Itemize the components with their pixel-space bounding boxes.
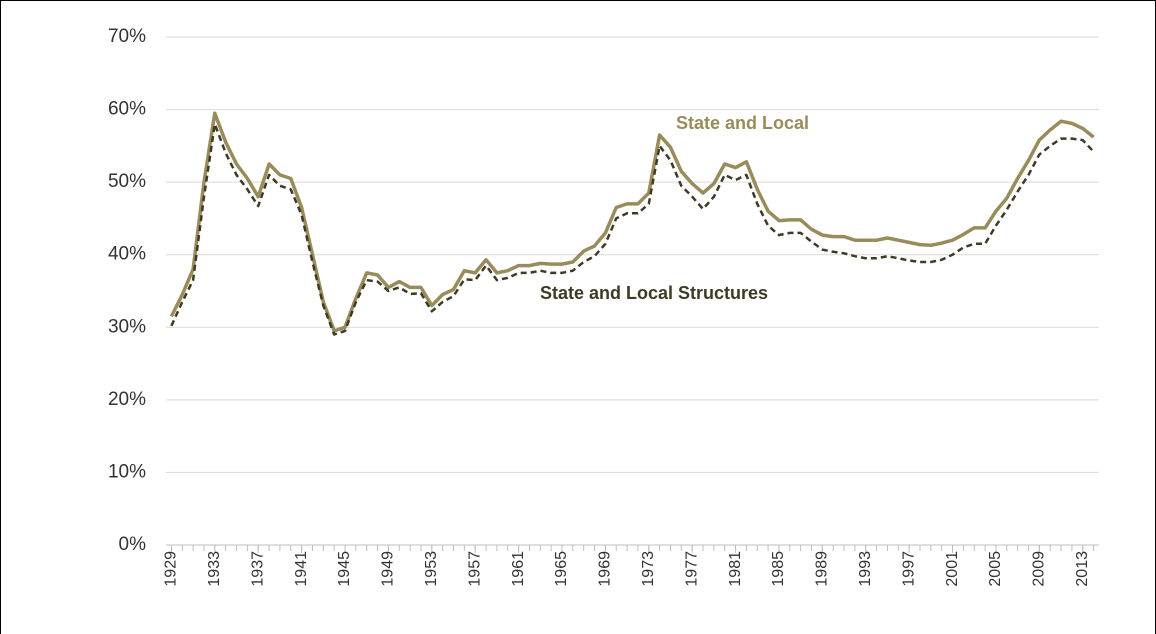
- x-tick-label: 1993: [857, 551, 874, 587]
- x-tick-label: 1941: [293, 551, 310, 587]
- x-tick-label: 2013: [1074, 551, 1091, 587]
- series-label: State and Local: [676, 113, 809, 133]
- y-tick-label: 30%: [108, 316, 146, 337]
- x-tick-label: 1973: [640, 551, 657, 587]
- x-tick-label: 1929: [163, 551, 180, 587]
- x-tick-label: 1949: [380, 551, 397, 587]
- y-tick-label: 0%: [119, 534, 147, 555]
- x-tick-label: 1933: [206, 551, 223, 587]
- x-tick-label: 1953: [423, 551, 440, 587]
- y-tick-label: 40%: [108, 244, 146, 265]
- series-label: State and Local Structures: [540, 283, 768, 303]
- y-tick-label: 10%: [108, 461, 146, 482]
- y-tick-label: 20%: [108, 389, 146, 410]
- series-line: [170, 122, 1095, 336]
- series-line: [169, 111, 1095, 333]
- x-tick-label: 2001: [944, 551, 961, 587]
- x-tick-label: 1989: [814, 551, 831, 587]
- x-tick-label: 2005: [987, 551, 1004, 587]
- x-tick-label: 1957: [466, 551, 483, 587]
- x-tick-label: 1997: [900, 551, 917, 587]
- x-tick-label: 1937: [249, 551, 266, 587]
- x-tick-label: 1977: [683, 551, 700, 587]
- y-tick-label: 50%: [108, 171, 146, 192]
- y-tick-label: 60%: [108, 99, 146, 120]
- x-tick-label: 1981: [727, 551, 744, 587]
- x-tick-label: 1969: [597, 551, 614, 587]
- x-tick-label: 1985: [770, 551, 787, 587]
- y-tick-label: 70%: [108, 26, 146, 47]
- x-tick-label: 1961: [510, 551, 527, 587]
- x-tick-label: 1965: [553, 551, 570, 587]
- x-tick-label: 2009: [1031, 551, 1048, 587]
- x-tick-label: 1945: [336, 551, 353, 587]
